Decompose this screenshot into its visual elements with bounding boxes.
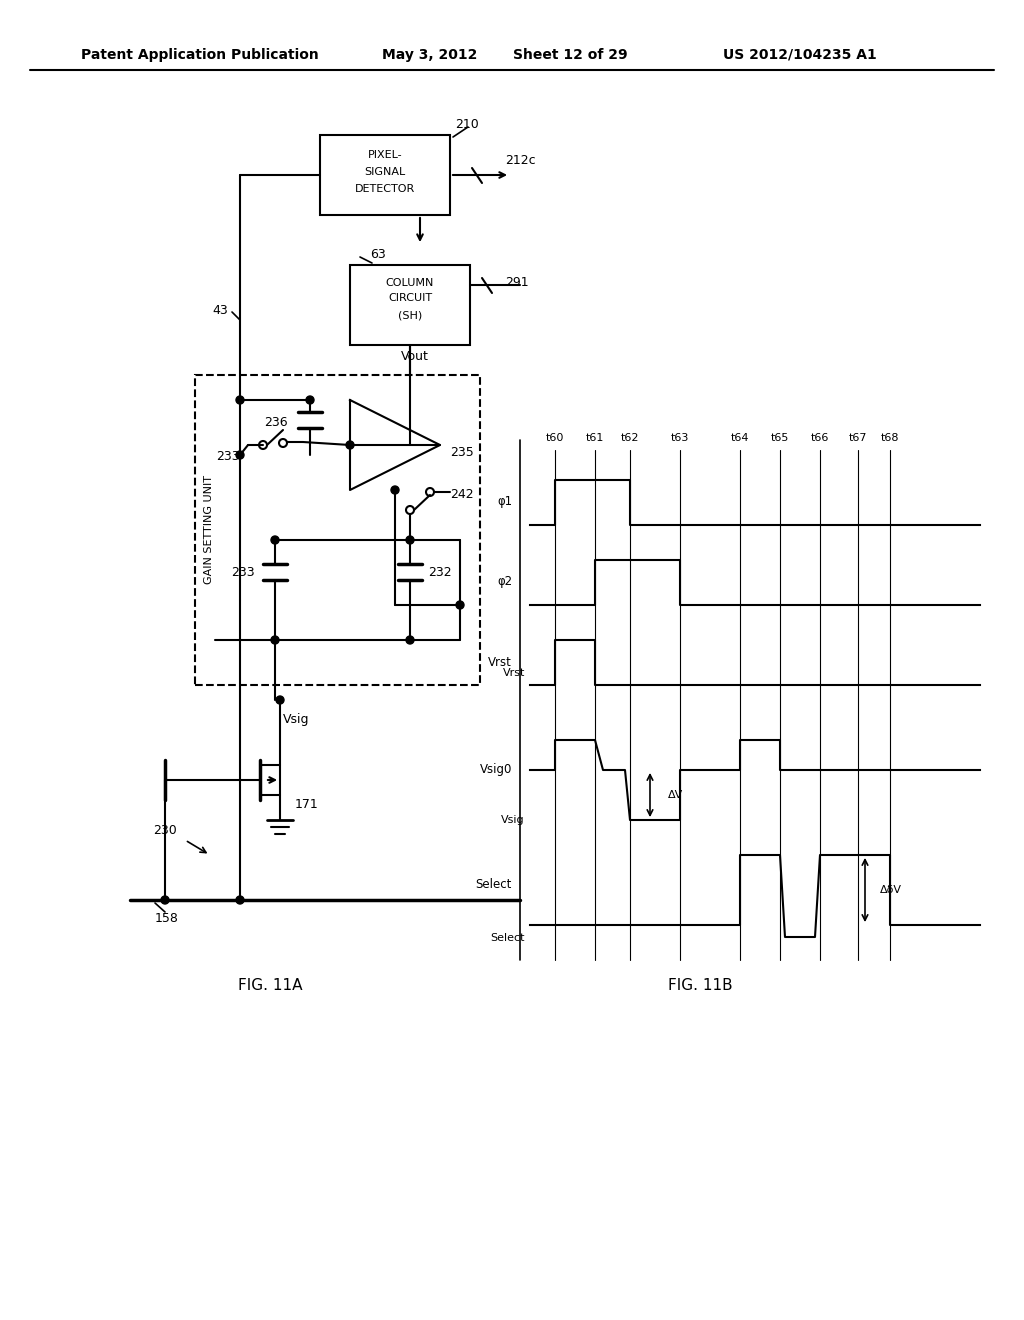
Text: 242: 242	[450, 488, 474, 502]
Text: ΔV: ΔV	[668, 789, 683, 800]
Bar	[195, 375, 480, 685]
Text: t62: t62	[621, 433, 639, 444]
Text: 233: 233	[231, 565, 255, 578]
Text: Vsig0: Vsig0	[479, 763, 512, 776]
Text: Vsig: Vsig	[283, 714, 309, 726]
Circle shape	[236, 896, 244, 904]
Circle shape	[456, 601, 464, 609]
Text: t61: t61	[586, 433, 604, 444]
Text: May 3, 2012: May 3, 2012	[382, 48, 477, 62]
Circle shape	[346, 441, 354, 449]
Text: Sheet 12 of 29: Sheet 12 of 29	[513, 48, 628, 62]
Text: 291: 291	[505, 276, 528, 289]
Text: 212c: 212c	[505, 153, 536, 166]
Circle shape	[406, 536, 414, 544]
Text: COLUMN: COLUMN	[386, 279, 434, 288]
Text: t66: t66	[811, 433, 829, 444]
Text: t65: t65	[771, 433, 790, 444]
Circle shape	[271, 636, 279, 644]
Text: DETECTOR: DETECTOR	[355, 183, 415, 194]
Text: φ2: φ2	[497, 576, 512, 589]
Text: 235: 235	[450, 446, 474, 459]
Circle shape	[236, 451, 244, 459]
Text: 232: 232	[428, 565, 452, 578]
Circle shape	[236, 396, 244, 404]
Circle shape	[306, 396, 314, 404]
Text: FIG. 11B: FIG. 11B	[668, 978, 732, 993]
Bar	[350, 265, 470, 345]
Text: PIXEL-: PIXEL-	[368, 150, 402, 160]
Text: 63: 63	[370, 248, 386, 261]
Text: SIGNAL: SIGNAL	[365, 168, 406, 177]
Text: 210: 210	[455, 119, 479, 132]
Text: 236: 236	[264, 416, 288, 429]
Text: Select: Select	[490, 933, 525, 942]
Text: 171: 171	[295, 799, 318, 812]
Circle shape	[406, 636, 414, 644]
Text: Patent Application Publication: Patent Application Publication	[81, 48, 318, 62]
Text: t64: t64	[731, 433, 750, 444]
Circle shape	[276, 696, 284, 704]
Text: (SH): (SH)	[398, 310, 422, 319]
Text: ΔδV: ΔδV	[880, 884, 902, 895]
Text: 158: 158	[155, 912, 179, 924]
Text: 43: 43	[212, 304, 228, 317]
Text: φ1: φ1	[497, 495, 512, 508]
Circle shape	[161, 896, 169, 904]
Text: Vrst: Vrst	[503, 668, 525, 678]
Text: t68: t68	[881, 433, 899, 444]
Text: Vout: Vout	[401, 351, 429, 363]
Text: t60: t60	[546, 433, 564, 444]
Text: t67: t67	[849, 433, 867, 444]
Text: FIG. 11A: FIG. 11A	[238, 978, 302, 993]
Circle shape	[271, 536, 279, 544]
Text: Vsig: Vsig	[502, 814, 525, 825]
Circle shape	[391, 486, 399, 494]
Text: 233: 233	[216, 450, 240, 463]
Text: Vrst: Vrst	[488, 656, 512, 668]
Text: CIRCUIT: CIRCUIT	[388, 293, 432, 304]
Text: GAIN SETTING UNIT: GAIN SETTING UNIT	[204, 475, 214, 585]
Text: US 2012/104235 A1: US 2012/104235 A1	[723, 48, 877, 62]
Bar	[319, 135, 450, 215]
Text: t63: t63	[671, 433, 689, 444]
Text: Select: Select	[475, 879, 512, 891]
Text: 230: 230	[154, 824, 177, 837]
